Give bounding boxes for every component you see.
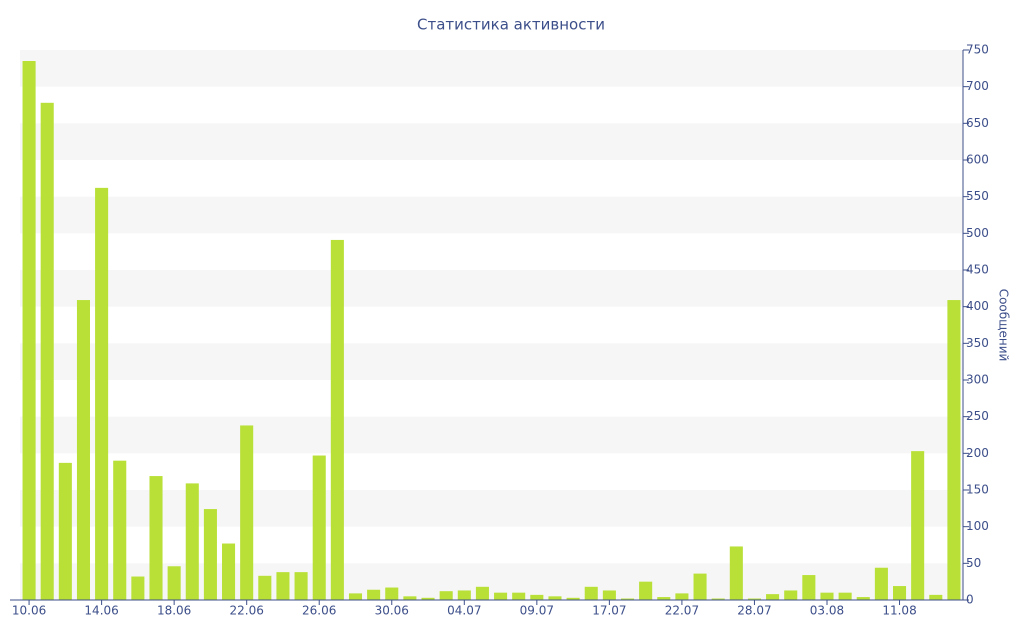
- bar: [131, 576, 145, 600]
- x-tick-label: 14.06: [84, 604, 118, 618]
- bar: [602, 590, 616, 600]
- grid-band: [20, 416, 963, 454]
- bar: [675, 593, 689, 600]
- bar: [893, 586, 907, 600]
- bar: [512, 592, 526, 600]
- y-tick-label: 150: [966, 483, 989, 497]
- x-tick-label: 10.06: [12, 604, 46, 618]
- bar: [911, 451, 925, 600]
- bar: [639, 581, 653, 600]
- y-tick-label: 650: [966, 116, 989, 130]
- bar: [784, 590, 798, 600]
- x-tick-label: 30.06: [375, 604, 409, 618]
- bar: [657, 597, 671, 600]
- grid-band: [20, 123, 963, 160]
- y-tick-label: 450: [966, 263, 989, 277]
- y-tick-label: 700: [966, 79, 989, 93]
- bar: [294, 572, 308, 600]
- bar: [457, 590, 471, 600]
- grid-band: [20, 270, 963, 307]
- bar: [185, 483, 199, 600]
- y-tick-label: 750: [966, 43, 989, 57]
- bar: [222, 543, 236, 600]
- bar: [330, 239, 344, 600]
- y-tick-label: 550: [966, 189, 989, 203]
- y-tick-label: 0: [966, 593, 974, 607]
- bar: [530, 594, 544, 600]
- grid-band: [20, 196, 963, 234]
- bar: [929, 594, 943, 600]
- bar: [240, 425, 254, 600]
- bar: [475, 586, 489, 600]
- bar: [58, 462, 72, 600]
- bar: [113, 460, 127, 600]
- bar: [620, 598, 635, 600]
- bar: [40, 102, 54, 601]
- bar: [76, 300, 90, 600]
- y-tick-label: 200: [966, 446, 989, 460]
- bar: [494, 592, 508, 600]
- y-axis-label: Сообщений: [997, 289, 1011, 362]
- y-tick-label: 600: [966, 153, 989, 167]
- x-tick-label: 11.08: [882, 604, 916, 618]
- bar: [203, 509, 217, 600]
- chart-title: Статистика активности: [417, 16, 605, 34]
- bar: [167, 566, 181, 600]
- bar: [22, 61, 36, 600]
- x-tick-label: 28.07: [737, 604, 771, 618]
- bar: [711, 598, 725, 600]
- bar: [947, 300, 961, 600]
- y-tick-label: 250: [966, 409, 989, 423]
- bar: [548, 596, 562, 600]
- bar: [149, 476, 163, 600]
- x-tick-label: 18.06: [157, 604, 191, 618]
- bar: [766, 594, 780, 600]
- y-tick-label: 50: [966, 556, 981, 570]
- bar: [747, 598, 761, 600]
- x-tick-label: 22.06: [230, 604, 264, 618]
- y-tick-label: 400: [966, 299, 989, 313]
- grid-band: [20, 50, 963, 87]
- x-tick-label: 03.08: [810, 604, 844, 618]
- bar: [820, 592, 834, 600]
- x-tick-label: 09.07: [520, 604, 554, 618]
- bar: [439, 591, 453, 600]
- bar: [95, 187, 109, 600]
- bar: [729, 546, 743, 600]
- bar: [258, 575, 272, 600]
- x-tick-label: 22.07: [665, 604, 699, 618]
- bar: [348, 593, 363, 600]
- bar: [367, 589, 381, 600]
- bar: [566, 597, 580, 600]
- bar: [312, 455, 326, 600]
- x-tick-label: 26.06: [302, 604, 336, 618]
- y-tick-label: 500: [966, 226, 989, 240]
- bar: [802, 575, 816, 600]
- x-tick-label: 17.07: [592, 604, 626, 618]
- bar: [856, 597, 870, 600]
- y-tick-label: 100: [966, 519, 989, 533]
- y-tick-label: 300: [966, 373, 989, 387]
- bar: [838, 592, 852, 600]
- bar: [403, 596, 417, 600]
- x-tick-label: 04.07: [447, 604, 481, 618]
- bar: [421, 597, 435, 600]
- bar: [693, 573, 707, 600]
- grid-band: [20, 490, 963, 527]
- bar: [584, 586, 598, 600]
- bar: [385, 587, 399, 600]
- grid-band: [20, 343, 963, 380]
- y-tick-label: 350: [966, 336, 989, 350]
- bar: [276, 572, 290, 600]
- bar: [874, 567, 888, 600]
